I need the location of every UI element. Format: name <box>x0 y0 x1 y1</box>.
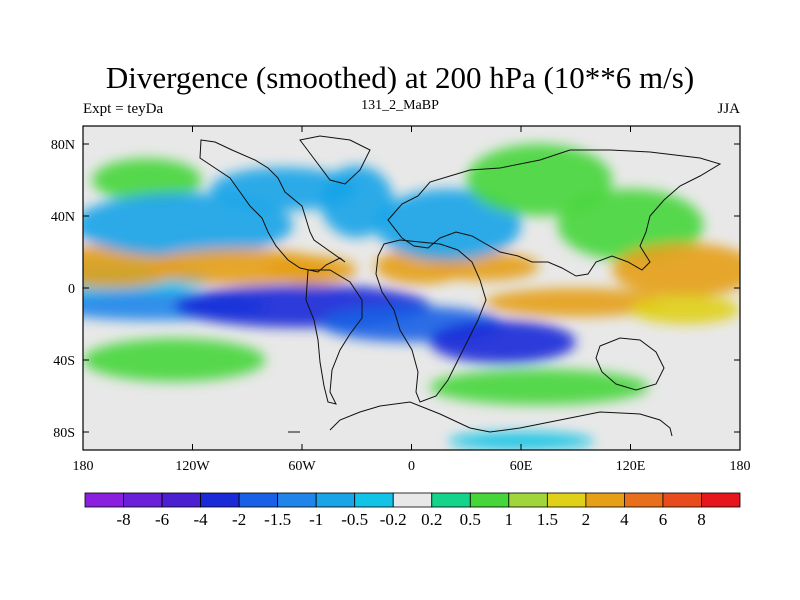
colorbar-label: 1.5 <box>537 510 558 529</box>
colorbar-swatch-10 <box>469 492 510 508</box>
colorbar-label: -2 <box>232 510 246 529</box>
colorbar-swatch-13 <box>585 492 625 508</box>
colorbar-label: 1 <box>505 510 514 529</box>
colorbar-label: -1.5 <box>264 510 291 529</box>
colorbar-label: 8 <box>697 510 706 529</box>
y-tick-label: 0 <box>68 282 75 297</box>
colorbar-label: -0.5 <box>341 510 368 529</box>
outline-australia <box>595 337 665 391</box>
y-axis: 80N 40N 0 40S 80S <box>51 138 740 441</box>
colorbar-swatch-9 <box>431 492 471 508</box>
y-tick-label: 80N <box>51 138 75 153</box>
outline-greenland <box>299 135 371 185</box>
colorbar-swatch-5 <box>277 492 317 508</box>
x-tick-label: 180 <box>73 459 94 474</box>
colorbar-label: -4 <box>194 510 209 529</box>
colorbar-label: -0.2 <box>380 510 407 529</box>
colorbar-label: 6 <box>659 510 668 529</box>
continent-outlines <box>199 135 722 437</box>
colorbar-label: -6 <box>155 510 169 529</box>
x-tick-label: 120E <box>616 459 646 474</box>
colorbar-swatch-15 <box>662 492 702 508</box>
colorbar-swatch-11 <box>508 492 548 508</box>
divergence-field <box>83 144 740 450</box>
x-tick-label: 60W <box>288 459 316 474</box>
colorbar-swatch-7 <box>354 492 394 508</box>
field-cell-20 <box>83 338 266 382</box>
outline-europe-asia <box>387 149 722 277</box>
field-cell-3 <box>83 192 293 258</box>
field-cell-13 <box>612 243 740 297</box>
colorbar: -8 -6 -4 -2 -1.5 -1 -0.5 -0.2 0.2 0.5 1 1.5 2 4 6 8 <box>84 492 741 529</box>
x-axis: 180 120W 60W 0 60E 120E 180 <box>73 126 751 474</box>
colorbar-swatch-6 <box>315 492 356 508</box>
outline-north-america <box>199 139 346 273</box>
field-cell-19 <box>630 295 740 324</box>
x-tick-label: 0 <box>408 459 415 474</box>
colorbar-swatch-12 <box>546 492 587 508</box>
experiment-label: Expt = teyDa <box>83 101 164 117</box>
field-cell-2 <box>92 158 202 202</box>
x-tick-label: 180 <box>730 459 751 474</box>
field-cell-21 <box>429 369 649 405</box>
season-label: JJA <box>717 101 740 117</box>
y-tick-label: 40S <box>53 354 75 369</box>
colorbar-swatch-4 <box>238 492 279 508</box>
field-cell-22 <box>448 432 594 450</box>
outline-antarctica <box>288 401 673 437</box>
outline-south-america <box>305 269 363 405</box>
colorbar-swatch-3 <box>200 492 240 508</box>
field-cell-11 <box>466 144 613 216</box>
colorbar-swatch-8 <box>392 492 433 508</box>
colorbar-label: -1 <box>309 510 323 529</box>
colorbar-swatch-14 <box>624 492 664 508</box>
field-cell-7 <box>320 165 394 238</box>
run-label: 131_2_MaBP <box>361 98 439 113</box>
colorbar-swatch-1 <box>123 492 163 508</box>
colorbar-label: 0.5 <box>460 510 481 529</box>
y-tick-label: 80S <box>53 426 75 441</box>
colorbar-label: -8 <box>116 510 130 529</box>
x-tick-label: 60E <box>510 459 533 474</box>
y-tick-label: 40N <box>51 210 75 225</box>
colorbar-label: 2 <box>582 510 591 529</box>
x-tick-label: 120W <box>175 459 210 474</box>
field-cell-12 <box>557 189 704 261</box>
colorbar-label: 0.2 <box>421 510 442 529</box>
field-cell-17 <box>429 320 576 364</box>
colorbar-swatch-16 <box>701 492 741 508</box>
outline-africa <box>375 239 487 403</box>
chart-title: Divergence (smoothed) at 200 hPa (10**6 … <box>105 60 695 95</box>
colorbar-swatch-2 <box>161 492 201 508</box>
field-cell-18 <box>484 288 667 317</box>
colorbar-swatch-0 <box>84 492 124 508</box>
colorbar-label: 4 <box>620 510 629 529</box>
